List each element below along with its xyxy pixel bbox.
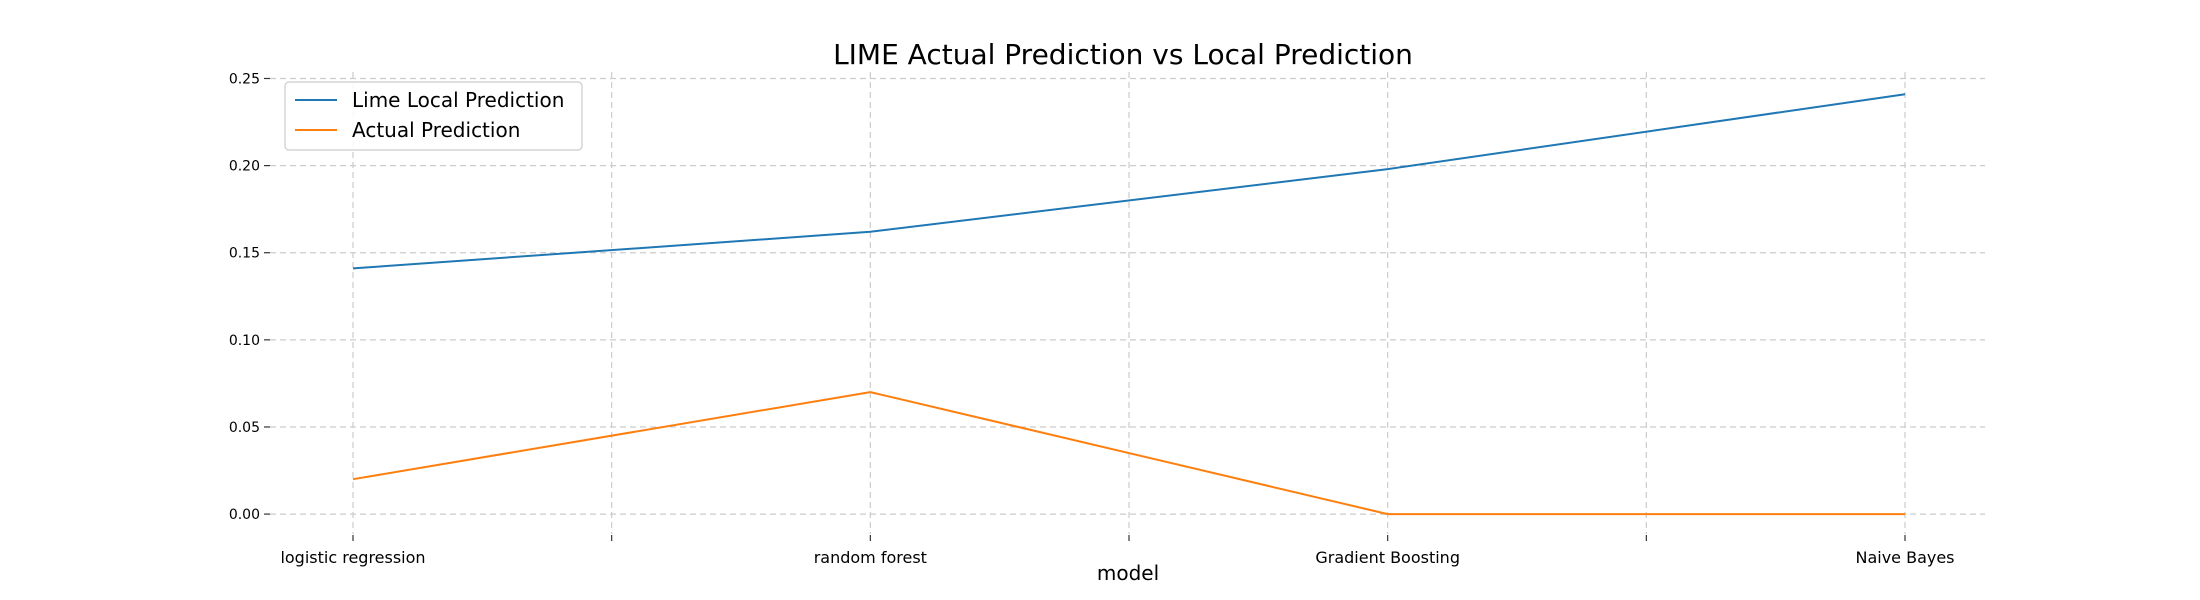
axes: 0.00 0.05 0.10 0.15 0.20 0.25 logistic regress… [229,71,1955,567]
x-tick-label: random forest [814,548,927,567]
legend-label: Lime Local Prediction [352,88,564,112]
y-tick-label: 0.20 [229,159,260,175]
legend-label: Actual Prediction [352,118,520,142]
series-lines [352,93,1906,516]
y-tick-label: 0.05 [229,420,260,436]
chart-title: LIME Actual Prediction vs Local Predicti… [833,38,1413,71]
y-tick-label: 0.00 [229,507,260,523]
y-tick-label: 0.25 [229,71,260,87]
x-axis-label: model [1097,561,1159,585]
y-tick-label: 0.10 [229,333,260,349]
grid [270,72,1985,534]
x-tick-label: Naive Bayes [1855,548,1954,567]
y-tick-label: 0.15 [229,246,260,262]
x-tick-label: Gradient Boosting [1315,548,1460,567]
series-line-lime-local-prediction [352,93,1906,270]
legend-box [284,81,583,151]
x-tick-label: logistic regression [280,548,425,567]
series-line-actual-prediction [352,391,1905,516]
legend: Lime Local Prediction Actual Prediction [284,81,583,151]
